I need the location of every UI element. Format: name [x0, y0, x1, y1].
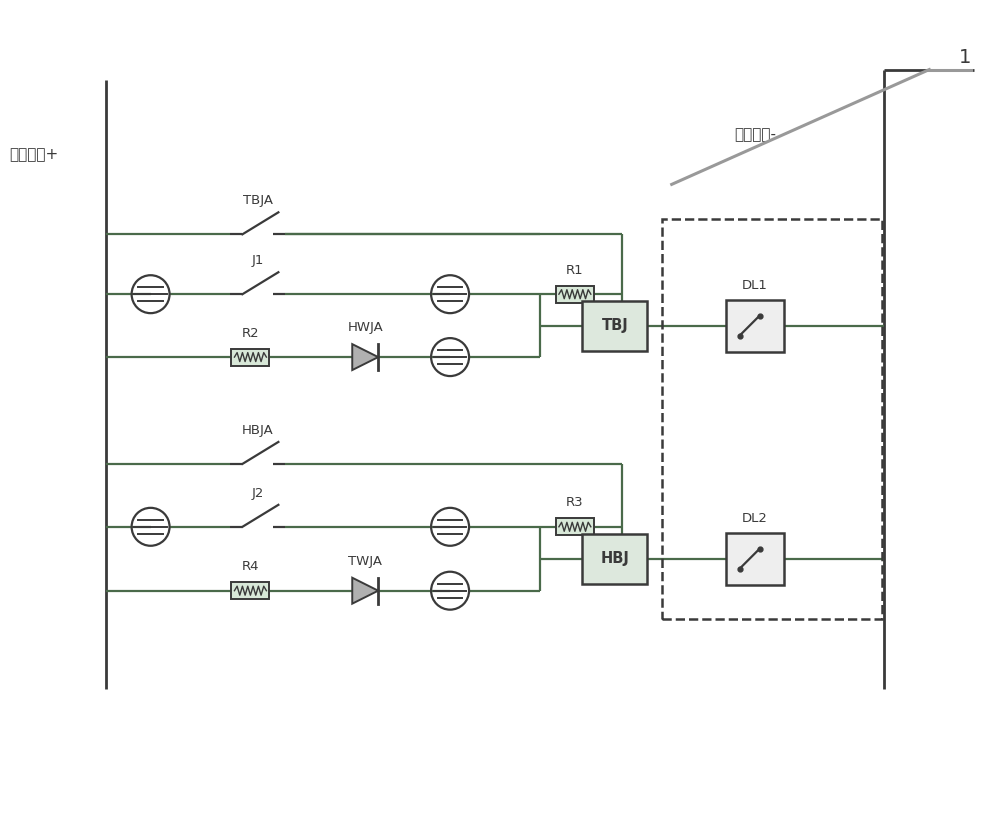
Text: TBJ: TBJ	[601, 318, 628, 333]
Text: J2: J2	[252, 486, 264, 500]
Bar	[726, 533, 784, 585]
Text: HWJA: HWJA	[347, 321, 383, 334]
Bar	[231, 349, 269, 365]
Bar	[231, 582, 269, 600]
Bar	[582, 534, 647, 584]
Text: R4: R4	[242, 560, 259, 573]
Text: HBJ: HBJ	[600, 551, 629, 566]
Text: J1: J1	[252, 254, 264, 267]
Bar	[556, 518, 594, 536]
Text: R3: R3	[566, 496, 584, 509]
Text: DL2: DL2	[742, 512, 768, 525]
Text: TWJA: TWJA	[348, 554, 382, 568]
Bar	[556, 286, 594, 303]
Text: R1: R1	[566, 264, 584, 277]
Text: 操作电源+: 操作电源+	[9, 147, 58, 162]
Polygon shape	[352, 344, 378, 370]
Bar	[662, 219, 882, 618]
Text: 1: 1	[959, 48, 971, 66]
Text: DL1: DL1	[742, 278, 768, 292]
Polygon shape	[352, 577, 378, 604]
Text: HBJA: HBJA	[242, 424, 274, 437]
Text: R2: R2	[242, 327, 259, 340]
Text: 操作电源-: 操作电源-	[735, 127, 777, 142]
Bar	[726, 300, 784, 351]
Text: TBJA: TBJA	[243, 194, 273, 207]
Bar	[582, 301, 647, 351]
